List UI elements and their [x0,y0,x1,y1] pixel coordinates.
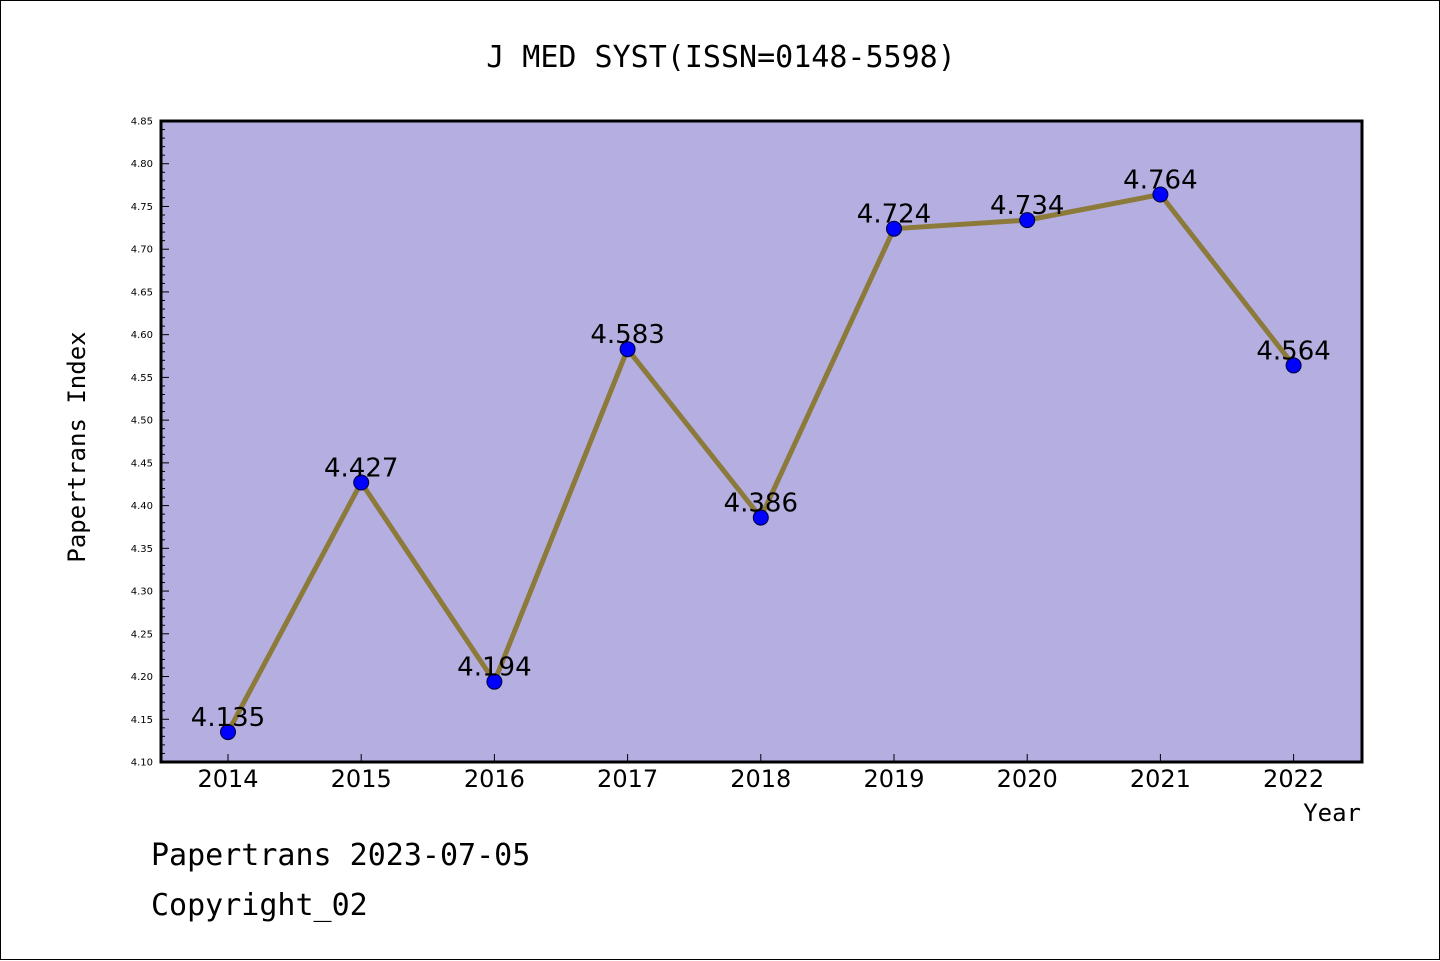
x-tick-label: 2022 [1263,765,1324,793]
y-tick-label: 4.30 [131,587,153,598]
x-tick-label: 2020 [997,765,1058,793]
data-point [619,341,636,358]
y-tick-label: 4.50 [131,416,153,427]
y-tick-label: 4.25 [131,629,153,640]
data-label: 4.427 [324,454,398,484]
y-tick-label: 4.10 [131,758,153,769]
plot-border [159,119,1364,764]
data-labels: 4.135 4.427 4.194 4.583 4.386 4.724 4.734 4.764… [191,166,1331,734]
data-point [353,474,370,491]
data-point [1152,186,1169,203]
data-label: 4.564 [1256,336,1330,366]
x-tick-label: 2016 [464,765,525,793]
y-tick-label: 4.75 [131,202,153,213]
y-axis-label: Papertrans Index [63,331,91,562]
x-tick-label: 2015 [331,765,392,793]
y-tick-label: 4.80 [131,159,153,170]
data-label: 4.583 [590,320,664,350]
y-tick-label: 4.20 [131,672,153,683]
data-label: 4.386 [724,489,798,519]
data-label: 4.724 [857,200,931,230]
data-point [752,509,769,526]
data-label: 4.194 [457,653,531,683]
data-point [886,220,902,237]
y-tick-label: 4.55 [131,373,153,384]
x-axis-ticks: 2014 2015 2016 2017 2018 2019 2020 2021 2022 [197,754,1324,793]
y-tick-label: 4.60 [131,330,153,341]
data-point [1019,212,1036,229]
x-tick-label: 2018 [730,765,791,793]
y-tick-label: 4.85 [131,117,153,128]
footer-date: Papertrans 2023-07-05 [151,838,530,873]
y-tick-label: 4.70 [131,245,153,256]
y-tick-label: 4.15 [131,715,153,726]
data-points [220,186,1302,741]
data-label: 4.764 [1123,166,1197,196]
y-tick-label: 4.35 [131,544,153,555]
x-tick-label: 2019 [863,765,924,793]
x-axis-label: Year [1303,799,1361,827]
data-point [1285,357,1302,374]
y-tick-label: 4.45 [131,458,153,469]
x-tick-label: 2014 [197,765,258,793]
data-label: 4.734 [990,191,1064,221]
data-label: 4.135 [191,703,265,733]
y-tick-label: 4.40 [131,501,153,512]
x-tick-label: 2017 [597,765,658,793]
data-point [486,673,503,690]
data-point [220,724,236,741]
plot-area [161,121,1362,762]
x-tick-label: 2021 [1130,765,1191,793]
chart-title: J MED SYST(ISSN=0148-5598) [486,40,956,75]
footer-copyright: Copyright_02 [151,888,368,923]
y-tick-label: 4.65 [131,287,153,298]
